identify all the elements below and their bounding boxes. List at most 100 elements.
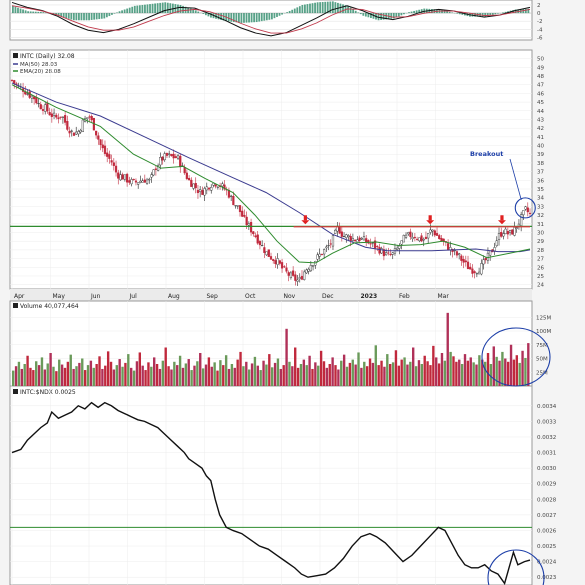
volume-bar [224, 355, 228, 386]
price-legend-marker [13, 53, 18, 58]
volume-bar [265, 364, 268, 386]
volume-bar [227, 368, 231, 386]
macd-histogram-bar [306, 4, 309, 14]
volume-bar [440, 353, 444, 386]
price-candle-body [77, 131, 80, 135]
volume-bar [268, 354, 271, 386]
macd-histogram-bar [448, 11, 451, 14]
price-candle-body [10, 79, 14, 81]
price-candle-body [511, 229, 514, 235]
volume-bar [193, 365, 196, 386]
price-candle-body [475, 273, 478, 275]
volume-bar [106, 351, 110, 386]
price-candle-body [103, 145, 107, 154]
macd-histogram-bar [263, 13, 266, 21]
price-candle-body [207, 187, 211, 190]
volume-bar [435, 357, 438, 386]
price-candle-body [345, 234, 348, 238]
volume-bar [414, 366, 418, 386]
ratio-legend-marker [13, 389, 18, 394]
macd-histogram-bar [362, 13, 365, 16]
date-axis-label: Sep [207, 293, 219, 300]
ratio-title: INTC:$NDX 0.0025 [20, 389, 76, 396]
volume-bar [132, 370, 136, 386]
volume-bar [95, 364, 98, 386]
macd-histogram-bar [227, 13, 230, 22]
volume-bar [150, 366, 153, 386]
price-candle-body [351, 238, 355, 241]
volume-bar [69, 354, 72, 386]
price-candle-body [380, 248, 383, 254]
price-candle-body [382, 249, 385, 257]
price-candle-body [340, 231, 343, 237]
macd-histogram-bar [116, 12, 118, 14]
price-candle-body [161, 156, 164, 161]
macd-histogram-bar [17, 7, 19, 14]
volume-bar [291, 366, 294, 386]
volume-bar [81, 358, 84, 386]
price-candle-body [97, 135, 100, 140]
macd-histogram-bar [19, 8, 22, 14]
price-candle-body [398, 245, 401, 249]
date-axis-label: Mar [438, 293, 450, 300]
price-tick-label: 45 [537, 100, 544, 106]
price-tick-label: 35 [537, 187, 544, 193]
price-candle-body [369, 243, 372, 245]
price-tick-label: 46 [537, 91, 544, 97]
volume-bar [417, 360, 421, 386]
price-candle-body [185, 172, 188, 180]
volume-bar [426, 361, 429, 386]
volume-bar [351, 359, 354, 386]
price-candle-body [64, 115, 67, 123]
red-arrow-marker [426, 220, 435, 225]
volume-bar [371, 362, 375, 386]
volume-bar [391, 362, 395, 386]
volume-bar [460, 364, 464, 386]
volume-bar [196, 361, 199, 386]
macd-histogram-bar [260, 13, 263, 22]
date-axis-label: Jul [129, 293, 138, 300]
macd-histogram-bar [502, 12, 504, 14]
price-candle-body [311, 265, 315, 267]
macd-histogram-bar [197, 11, 200, 14]
volume-bar [60, 364, 64, 386]
macd-histogram-bar [443, 10, 446, 14]
price-candle-body [117, 172, 120, 179]
volume-bar [377, 365, 380, 386]
red-arrow-marker [428, 215, 432, 221]
price-tick-label: 27 [537, 257, 544, 263]
price-candle-body [176, 155, 180, 159]
macd-histogram-bar [65, 13, 68, 18]
price-legend: INTC (Daily) 32.08 MA(50) 28.03 EMA(20) … [13, 53, 75, 75]
macd-histogram-bar [291, 9, 294, 14]
macd-histogram-bar [334, 2, 337, 14]
volume-bar [518, 362, 521, 386]
price-candle-body [247, 223, 250, 226]
price-candle-body [59, 116, 62, 118]
price-candle-body [137, 182, 140, 185]
price-tick-label: 34 [537, 196, 544, 202]
price-candle-body [500, 232, 503, 237]
date-axis-label: 2023 [361, 293, 378, 300]
volume-bar [129, 367, 133, 386]
macd-histogram-bar [446, 11, 449, 14]
price-candle-body [303, 271, 306, 280]
price-candle-body [276, 258, 279, 265]
red-arrow-marker [301, 220, 310, 225]
macd-histogram-bar [184, 6, 187, 14]
price-candle-body [106, 152, 109, 157]
volume-bar [506, 361, 510, 386]
volume-bar [282, 365, 285, 386]
volume-bar [368, 358, 372, 386]
ma50-legend-label: MA(50) 28.03 [20, 62, 58, 68]
volume-bar [127, 354, 130, 386]
volume-bar [319, 350, 323, 386]
macd-histogram-bar [296, 7, 299, 14]
price-candle-body [139, 180, 142, 183]
volume-tick-label: 50M [536, 357, 548, 363]
macd-histogram-bar [108, 13, 111, 17]
price-candle-body [438, 235, 441, 240]
volume-bar [383, 366, 386, 386]
macd-histogram-bar [138, 5, 141, 14]
macd-histogram-bar [237, 13, 240, 23]
